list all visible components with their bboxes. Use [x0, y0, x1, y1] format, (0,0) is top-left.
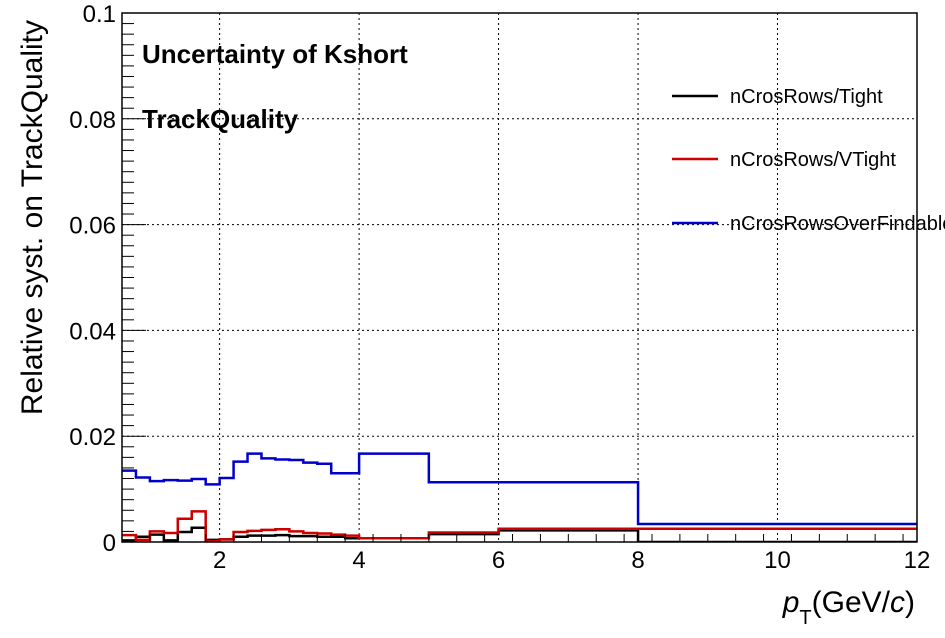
x-tick-label: 10 [764, 547, 791, 574]
ticks [122, 12, 904, 543]
series-line-2 [122, 510, 917, 542]
x-tick-label: 8 [631, 547, 644, 574]
x-axis-units-var: c [890, 586, 905, 619]
legend-label: nCrosRowsOverFindable [730, 213, 945, 235]
y-axis-title: Relative syst. on TrackQuality [16, 20, 49, 415]
legend-label: nCrosRows/Tight [730, 86, 883, 108]
y-tick-label: 0 [103, 530, 116, 557]
x-axis-symbol: p [782, 586, 800, 619]
x-axis-units-pre: (GeV/ [812, 586, 891, 619]
tick-labels: 2 4 6 8 10 12 0 0.02 0.04 0.06 0.08 0.1 [69, 1, 930, 574]
y-tick-label: 0.04 [69, 318, 116, 345]
x-tick-label: 6 [492, 547, 505, 574]
y-tick-label: 0.1 [83, 1, 116, 28]
x-tick-label: 12 [904, 547, 931, 574]
legend: nCrosRows/Tight nCrosRows/VTight nCrosRows… [672, 86, 945, 235]
y-tick-label: 0.02 [69, 424, 116, 451]
annotation-subtitle: TrackQuality [142, 104, 299, 134]
x-axis-subscript: T [799, 607, 811, 629]
x-axis-units-post: ) [905, 586, 915, 619]
x-tick-label: 4 [352, 547, 365, 574]
series-line-3 [122, 452, 917, 526]
legend-label: nCrosRows/VTight [730, 149, 896, 171]
y-tick-label: 0.08 [69, 107, 116, 134]
x-tick-label: 2 [213, 547, 226, 574]
y-tick-label: 0.06 [69, 213, 116, 240]
x-axis-title: pT(GeV/c) [782, 586, 915, 629]
annotation-title: Uncertainty of Kshort [142, 39, 408, 69]
series-layer [122, 452, 917, 542]
